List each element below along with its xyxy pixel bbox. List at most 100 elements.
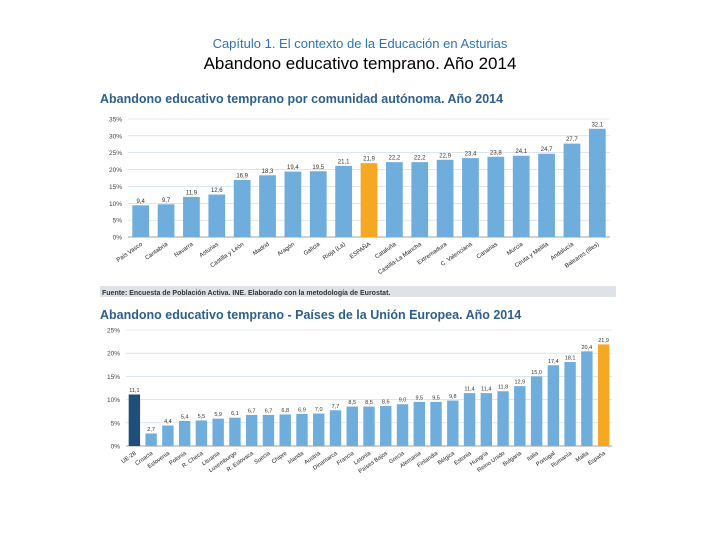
- bar: [346, 406, 358, 446]
- category-label: Irlanda: [287, 450, 306, 466]
- bar: [487, 156, 505, 237]
- bar: [178, 420, 191, 446]
- data-label: 21,9: [598, 338, 609, 344]
- category-label: Chipre: [271, 451, 288, 466]
- chapter-heading: Capítulo 1. El contexto de la Educación …: [212, 36, 508, 51]
- bar: [564, 362, 576, 446]
- bar: [309, 171, 327, 237]
- category-label: Francia: [336, 450, 356, 466]
- category-label: Galicia: [303, 241, 322, 257]
- bar: [581, 351, 593, 446]
- data-label: 7,0: [315, 407, 323, 413]
- bar: [563, 143, 581, 237]
- data-label: 23,8: [490, 150, 502, 156]
- data-label: 9,5: [432, 395, 440, 401]
- category-label: Bélgica: [437, 450, 457, 466]
- data-label: 22,2: [389, 156, 401, 162]
- category-label: Aragón: [277, 242, 296, 258]
- bar: [145, 433, 157, 446]
- bar: [335, 165, 353, 237]
- data-label: 24,7: [541, 147, 553, 153]
- data-label: 24,1: [515, 149, 527, 155]
- bar: [157, 204, 175, 237]
- data-label: 18,1: [565, 356, 576, 362]
- y-tick-label: 5%: [113, 218, 123, 225]
- data-label: 8,5: [365, 400, 373, 406]
- data-label: 5,9: [214, 412, 222, 418]
- bar: [132, 205, 150, 237]
- bar: [547, 365, 560, 446]
- data-label: 21,9: [363, 157, 375, 163]
- bar: [396, 404, 409, 446]
- bar: [538, 153, 555, 237]
- y-tick-label: 10%: [107, 397, 120, 404]
- category-label: País Vasco: [116, 241, 144, 263]
- data-label: 4,4: [164, 419, 172, 425]
- category-label: Bulgaria: [502, 450, 523, 468]
- y-tick-label: 25%: [109, 150, 122, 157]
- data-label: 12,6: [211, 188, 223, 194]
- data-label: 12,9: [514, 380, 525, 386]
- data-label: 16,9: [236, 174, 248, 180]
- data-label: 11,1: [129, 388, 139, 394]
- y-tick-label: 15%: [107, 374, 120, 381]
- y-tick-label: 35%: [109, 117, 122, 124]
- data-label: 6,8: [281, 408, 289, 414]
- data-label: 9,8: [449, 394, 457, 400]
- data-label: 21,1: [338, 159, 350, 165]
- bar: [497, 391, 509, 446]
- data-label: 23,4: [465, 152, 477, 158]
- bar: [411, 162, 429, 237]
- bar: [212, 418, 224, 446]
- category-label: Castilla-La Mancha: [377, 241, 423, 276]
- chart-title: Abandono educativo temprano por comunida…: [100, 92, 503, 106]
- data-label: 6,1: [231, 411, 239, 417]
- data-label: 8,5: [348, 400, 356, 406]
- chart-paises-ue: Abandono educativo temprano - Países de …: [100, 308, 612, 475]
- bar: [329, 410, 342, 446]
- data-label: 8,6: [382, 400, 390, 406]
- bar: [385, 162, 403, 237]
- bar: [597, 344, 610, 446]
- bar: [259, 175, 276, 237]
- category-label: España: [587, 450, 607, 467]
- bar: [128, 394, 141, 446]
- bar: [229, 417, 241, 446]
- data-label: 15,0: [531, 370, 542, 376]
- data-label: 9,5: [415, 395, 423, 401]
- chart-comunidades: Abandono educativo temprano por comunida…: [100, 92, 616, 297]
- data-label: 20,4: [582, 345, 593, 351]
- data-label: 27,7: [566, 137, 578, 143]
- category-label: Rioja (La): [322, 242, 347, 262]
- category-label: Suecia: [254, 450, 273, 466]
- category-label: Navarra: [174, 241, 195, 259]
- bar: [413, 401, 425, 446]
- data-label: 18,3: [262, 169, 274, 175]
- data-label: 5,5: [198, 414, 206, 420]
- bar: [262, 414, 275, 446]
- source-band: [100, 286, 616, 297]
- data-label: 11,4: [481, 387, 491, 393]
- bar: [245, 414, 258, 446]
- data-label: 6,7: [265, 408, 273, 414]
- bar: [296, 413, 308, 446]
- category-label: Madrid: [252, 242, 270, 257]
- y-tick-label: 20%: [107, 351, 120, 358]
- bar: [363, 406, 375, 446]
- data-label: 6,7: [248, 408, 256, 414]
- y-tick-label: 15%: [109, 184, 122, 191]
- bar: [463, 393, 476, 446]
- bar: [380, 406, 392, 446]
- y-tick-label: 5%: [111, 420, 121, 427]
- data-label: 22,9: [439, 153, 451, 159]
- category-label: Asturias: [199, 242, 220, 259]
- bar: [480, 393, 493, 446]
- bar: [430, 401, 442, 446]
- bar: [530, 376, 543, 446]
- category-label: ESPAÑA: [349, 241, 373, 260]
- bar: [233, 180, 251, 237]
- data-label: 17,4: [548, 359, 559, 365]
- bar: [436, 159, 454, 237]
- bar: [313, 413, 325, 446]
- bar: [183, 196, 200, 237]
